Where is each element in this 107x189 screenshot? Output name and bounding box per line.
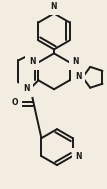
Text: N: N [76, 152, 82, 161]
Text: N: N [73, 57, 79, 66]
Text: N: N [75, 72, 82, 81]
Text: N: N [51, 2, 57, 12]
Text: N: N [29, 57, 35, 66]
Text: O: O [12, 98, 18, 107]
Text: N: N [23, 84, 29, 93]
